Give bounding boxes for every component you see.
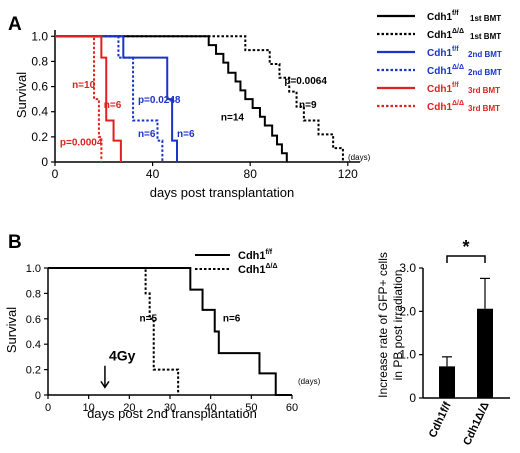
annotation: p=0.0004 <box>60 138 103 149</box>
x-unit-a: (days) <box>348 153 371 162</box>
annotation: n=6 <box>177 129 195 140</box>
significance-marker: * <box>462 237 469 257</box>
svg-text:1st BMT: 1st BMT <box>470 14 501 23</box>
svg-text:2nd BMT: 2nd BMT <box>468 50 502 59</box>
arrow-icon <box>100 365 110 389</box>
svg-text:Cdh1Δ/Δ: Cdh1Δ/Δ <box>427 100 464 113</box>
svg-text:3rd BMT: 3rd BMT <box>468 86 500 95</box>
xlabel-b: days post 2nd transplantation <box>87 406 257 421</box>
x-tick-label: 60 <box>286 402 298 414</box>
ylabel-a: Survival <box>14 72 29 118</box>
legend-item: Cdh1Δ/Δ <box>195 263 278 276</box>
x-tick-label: 80 <box>244 167 258 181</box>
bar <box>477 308 493 398</box>
annotation: n=9 <box>299 100 317 111</box>
significance-bracket <box>446 255 486 263</box>
svg-text:Cdh1f/f: Cdh1f/f <box>427 82 459 95</box>
svg-text:Cdh1f/f: Cdh1f/f <box>427 10 459 23</box>
svg-text:Cdh1Δ/Δ: Cdh1Δ/Δ <box>238 263 278 276</box>
y-tick-label: 1.0 <box>31 29 48 43</box>
panel-label-a: A <box>8 14 22 35</box>
svg-text:Cdh1f/f: Cdh1f/f <box>427 46 459 59</box>
survival-chart-b: Survival days post 2nd transplantation (… <box>4 263 321 421</box>
svg-text:1st BMT: 1st BMT <box>470 32 501 41</box>
bar-chart-gfp: Increase rate of GFP+ cells in PB post i… <box>376 237 510 447</box>
annotation: p=0.0064 <box>284 76 327 87</box>
y-tick-label: 1.0 <box>26 263 41 275</box>
legend-item: Cdh1Δ/Δ 3rd BMT <box>377 100 500 113</box>
legend-a: Cdh1f/f 1st BMT Cdh1Δ/Δ 1st BMT Cdh1f/f … <box>377 10 502 113</box>
y-tick-label: 0.4 <box>26 339 41 351</box>
series-line <box>48 267 292 396</box>
y-tick-label: 1.0 <box>399 348 416 362</box>
series-line <box>55 35 288 162</box>
series-line <box>55 35 178 162</box>
legend-item: Cdh1f/f 2nd BMT <box>377 46 502 59</box>
y-tick-label: 3.0 <box>399 261 416 275</box>
svg-text:Cdh1Δ/Δ: Cdh1Δ/Δ <box>427 28 464 41</box>
ylabel-c-line2: in PB post irradiation <box>391 270 405 381</box>
annotation: p=0.0248 <box>138 95 181 106</box>
x-unit-b: (days) <box>298 377 321 386</box>
legend-item: Cdh1f/f 1st BMT <box>377 10 501 23</box>
annotation: n=6 <box>223 313 241 324</box>
svg-text:Cdh1f/f: Cdh1f/f <box>238 249 273 262</box>
y-tick-label: 0.6 <box>26 314 41 326</box>
x-tick-label: 120 <box>338 167 358 181</box>
legend-b: Cdh1f/f Cdh1Δ/Δ <box>195 249 278 276</box>
annotation: 4Gy <box>109 348 136 364</box>
y-tick-label: 0.6 <box>31 80 48 94</box>
legend-item: Cdh1Δ/Δ 1st BMT <box>377 28 501 41</box>
annotation: n=6 <box>138 129 156 140</box>
y-tick-label: 0 <box>409 391 416 405</box>
legend-item: Cdh1f/f 3rd BMT <box>377 82 500 95</box>
annotation: n=6 <box>104 100 122 111</box>
survival-chart-a: Survival days post transplantation (days… <box>14 29 371 200</box>
x-tick-label: Cdh1Δ/Δ <box>461 400 492 447</box>
y-tick-label: 2.0 <box>399 304 416 318</box>
x-tick-label: 30 <box>164 402 176 414</box>
svg-text:3rd BMT: 3rd BMT <box>468 104 500 113</box>
x-tick-label: 0 <box>52 167 59 181</box>
xlabel-a: days post transplantation <box>150 185 295 200</box>
series-line <box>48 267 180 395</box>
svg-text:2nd BMT: 2nd BMT <box>468 68 502 77</box>
x-tick-label: Cdh1f/f <box>427 400 454 440</box>
x-tick-label: 0 <box>45 402 51 414</box>
y-tick-label: 0.8 <box>31 54 48 68</box>
annotation: n=10 <box>72 80 96 91</box>
annotation: n=5 <box>140 313 158 324</box>
y-tick-label: 0 <box>35 390 41 402</box>
x-tick-label: 50 <box>245 402 257 414</box>
series-line <box>55 35 122 162</box>
y-tick-label: 0.2 <box>26 365 41 377</box>
bar <box>439 366 455 398</box>
svg-text:Cdh1Δ/Δ: Cdh1Δ/Δ <box>427 64 464 77</box>
panel-label-b: B <box>8 232 22 253</box>
legend-item: Cdh1Δ/Δ 2nd BMT <box>377 64 502 77</box>
y-tick-label: 0.4 <box>31 105 48 119</box>
x-tick-label: 40 <box>205 402 217 414</box>
legend-item: Cdh1f/f <box>195 249 273 262</box>
series-line <box>55 35 164 162</box>
y-tick-label: 0.8 <box>26 288 41 300</box>
x-tick-label: 20 <box>123 402 135 414</box>
annotation: n=14 <box>221 113 245 124</box>
y-tick-label: 0.2 <box>31 130 48 144</box>
x-tick-label: 10 <box>83 402 95 414</box>
ylabel-b: Survival <box>4 307 19 353</box>
ylabel-c-line1: Increase rate of GFP+ cells <box>376 252 390 398</box>
y-tick-label: 0 <box>41 155 48 169</box>
x-tick-label: 40 <box>146 167 160 181</box>
